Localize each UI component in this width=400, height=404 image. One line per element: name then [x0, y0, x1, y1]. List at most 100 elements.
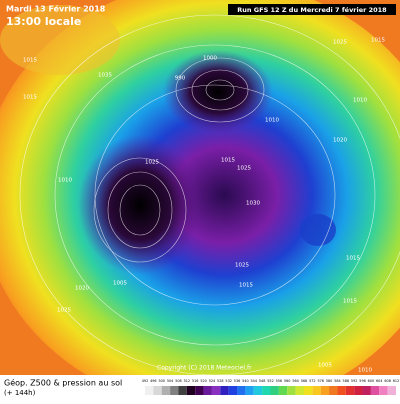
forecast-time: 13:00 locale	[6, 15, 81, 28]
forecast-date: Mardi 13 Février 2018	[6, 4, 106, 14]
colorbar-cell	[153, 386, 162, 395]
colorbar-cell	[186, 386, 196, 395]
colorbar-label: 556	[276, 379, 282, 383]
pressure-label: 1010	[265, 118, 279, 124]
colorbar-label: 544	[251, 379, 257, 383]
colorbar-cell	[178, 386, 187, 395]
low-pressure-area	[78, 135, 202, 275]
colorbar-label: 520	[200, 379, 206, 383]
colorbar-label: 572	[309, 379, 315, 383]
colorbar-label: 528	[217, 379, 223, 383]
pressure-label: 1020	[333, 138, 347, 144]
colorbar-label: 552	[267, 379, 273, 383]
pressure-label: 1005	[318, 363, 332, 369]
colorbar-cell	[245, 386, 254, 395]
colorbar-cell	[237, 386, 246, 395]
colorbar-cell	[320, 386, 330, 395]
ridge	[0, 5, 120, 75]
colorbar-label: 564	[292, 379, 298, 383]
colorbar-label: 512	[184, 379, 190, 383]
run-banner	[228, 4, 396, 15]
colorbar-label: 560	[284, 379, 290, 383]
low-pressure-area	[163, 50, 273, 134]
colorbar-label: 584	[334, 379, 340, 383]
colorbar-cell	[379, 386, 388, 395]
trough	[300, 214, 336, 246]
pressure-label: 1015	[343, 299, 357, 305]
pressure-label: 990	[175, 76, 186, 82]
colorbar-label: 580	[326, 379, 332, 383]
colorbar-label: 592	[351, 379, 357, 383]
colorbar-label: 536	[234, 379, 240, 383]
colorbar-label: 540	[242, 379, 248, 383]
pressure-label: 1005	[113, 281, 127, 287]
colorbar-label: 548	[259, 379, 265, 383]
colorbar-label: 568	[301, 379, 307, 383]
colorbar-cell	[295, 386, 304, 395]
colorbar-label: 516	[192, 379, 198, 383]
colorbar-cell	[253, 386, 263, 395]
colorbar-cell	[303, 386, 313, 395]
pressure-label: 1010	[58, 178, 72, 184]
colorbar-label: 612	[393, 379, 399, 383]
colorbar-label: 492	[142, 379, 148, 383]
colorbar-cell	[228, 386, 238, 395]
colorbar-label: 596	[359, 379, 365, 383]
run-info: Run GFS 12 Z du Mercredi 7 février 2018	[237, 6, 387, 14]
pressure-label: 1015	[346, 256, 360, 262]
colorbar-cell	[161, 386, 171, 395]
colorbar-label: 608	[384, 379, 390, 383]
pressure-label: 1000	[203, 56, 217, 62]
colorbar-cell	[354, 386, 363, 395]
pressure-label: 1010	[358, 368, 372, 374]
isobars	[19, 14, 400, 376]
pressure-label: 1025	[57, 308, 71, 314]
colorbar-cell	[211, 386, 221, 395]
pressure-label: 1015	[239, 283, 253, 289]
lead-time: (+ 144h)	[4, 389, 36, 397]
colorbar-cell	[370, 386, 380, 395]
colorbar-label: 600	[368, 379, 374, 383]
colorbar-label: 524	[209, 379, 215, 383]
pressure-label: 1025	[145, 160, 159, 166]
pressure-label: 1015	[221, 158, 235, 164]
colorbar-cell	[220, 386, 229, 395]
colorbar-cell	[329, 386, 338, 395]
colorbar-cell	[287, 386, 296, 395]
colorbar-cell	[362, 386, 371, 395]
colorbar-cell	[270, 386, 279, 395]
pressure-label: 1010	[353, 98, 367, 104]
pressure-label: 1025	[237, 166, 251, 172]
colorbar-label: 604	[376, 379, 382, 383]
colorbar-label: 588	[343, 379, 349, 383]
colorbar-label: 496	[150, 379, 156, 383]
pressure-label: 1015	[23, 95, 37, 101]
colorbar-label: 500	[158, 379, 164, 383]
colorbar-cell	[170, 386, 179, 395]
colorbar-cell	[337, 386, 346, 395]
colorbar-label: 576	[317, 379, 323, 383]
pressure-label: 1025	[333, 40, 347, 46]
colorbar-cell	[387, 386, 396, 395]
colorbar: 492 496 500 504 508 512 516 520 524 528 532 536 540 5…	[142, 379, 399, 395]
colorbar-label: 532	[225, 379, 231, 383]
colorbar-cell	[145, 386, 154, 395]
colorbar-label: 508	[175, 379, 181, 383]
colorbar-cell	[312, 386, 321, 395]
pressure-label: 1015	[23, 58, 37, 64]
product-title: Géop. Z500 & pression au sol	[4, 378, 122, 388]
colorbar-label: 504	[167, 379, 173, 383]
colorbar-cell	[278, 386, 288, 395]
colorbar-cell	[203, 386, 212, 395]
pressure-label: 1025	[235, 263, 249, 269]
pressure-label: 1030	[246, 201, 260, 207]
pressure-label: 1020	[75, 286, 89, 292]
pressure-label: 1035	[98, 73, 112, 79]
pressure-label: 1015	[371, 38, 385, 44]
colorbar-cell	[345, 386, 355, 395]
colorbar-cell	[262, 386, 271, 395]
colorbar-cell	[195, 386, 204, 395]
